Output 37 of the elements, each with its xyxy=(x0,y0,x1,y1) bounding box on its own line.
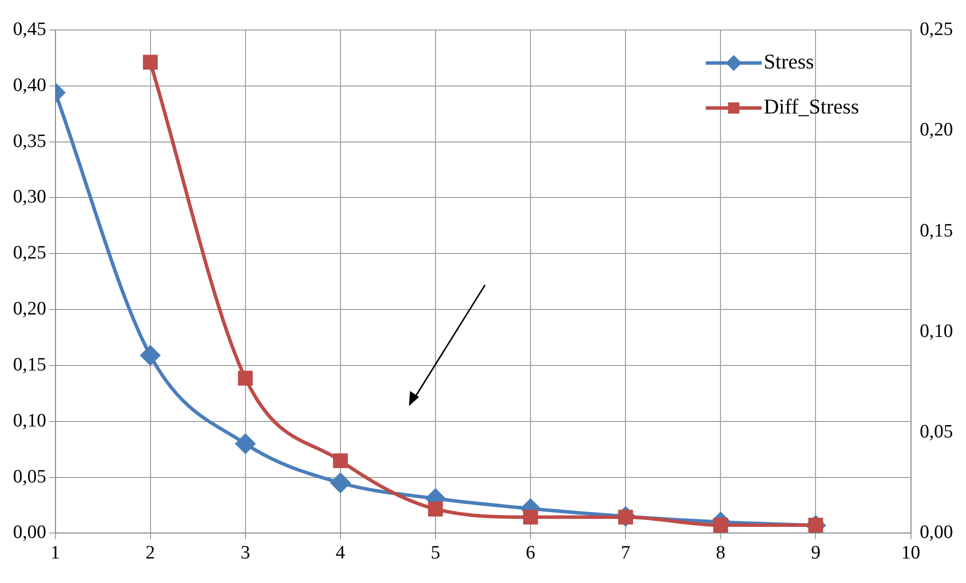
y2-tick-label: 0,15 xyxy=(920,220,953,242)
y-tick-label: 0,10 xyxy=(13,410,46,432)
point xyxy=(713,518,728,533)
point xyxy=(236,434,256,454)
point xyxy=(333,453,348,468)
x-tick-label: 2 xyxy=(146,542,156,564)
y2-tick-label: 0,00 xyxy=(920,522,953,544)
legend-label: Stress xyxy=(764,50,814,74)
point xyxy=(142,54,158,70)
x-tick-label: 1 xyxy=(50,542,60,564)
y2-tick-label: 0,25 xyxy=(920,18,953,40)
y-tick-label: 0,15 xyxy=(13,354,46,376)
x-tick-label: 3 xyxy=(240,542,250,564)
point xyxy=(330,473,350,493)
y-tick-label: 0,20 xyxy=(13,298,46,320)
y-tick-label: 0,45 xyxy=(13,18,46,40)
x-tick-label: 8 xyxy=(716,542,726,564)
legend-label: Diff_Stress xyxy=(764,94,860,119)
x-tick-label: 7 xyxy=(620,542,630,564)
point xyxy=(428,502,443,516)
point xyxy=(140,346,160,366)
y-tick-label: 0,25 xyxy=(13,242,46,264)
x-tick-label: 9 xyxy=(810,542,820,564)
y-tick-label: 0,35 xyxy=(13,130,46,152)
y-tick-label: 0,05 xyxy=(13,466,46,488)
y2-tick-label: 0,05 xyxy=(920,422,953,443)
x-tick-label: 4 xyxy=(336,542,346,564)
y-tick-label: 0,40 xyxy=(13,74,46,96)
y2-tick-label: 0,20 xyxy=(920,120,953,141)
x-tick-label: 6 xyxy=(526,542,536,564)
x-tick-label: 5 xyxy=(430,542,440,564)
y-tick-label: 0,00 xyxy=(13,522,46,544)
y2-tick-label: 0,10 xyxy=(920,320,953,342)
point xyxy=(238,370,253,386)
y-tick-label: 0,30 xyxy=(13,186,46,208)
x-tick-label: 10 xyxy=(901,542,920,564)
point xyxy=(523,510,538,525)
